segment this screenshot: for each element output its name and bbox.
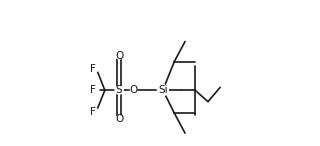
Circle shape [94,88,99,93]
Circle shape [116,116,122,122]
Text: F: F [90,85,96,95]
Text: Si: Si [158,85,168,95]
Text: O: O [115,114,123,124]
Circle shape [115,86,123,94]
Circle shape [157,85,168,96]
Text: S: S [116,85,123,95]
Text: O: O [129,85,138,95]
Circle shape [116,53,122,59]
Text: F: F [90,107,96,117]
Circle shape [130,87,137,93]
Text: F: F [90,64,96,74]
Circle shape [94,109,99,114]
Text: O: O [115,51,123,61]
Circle shape [94,66,99,71]
